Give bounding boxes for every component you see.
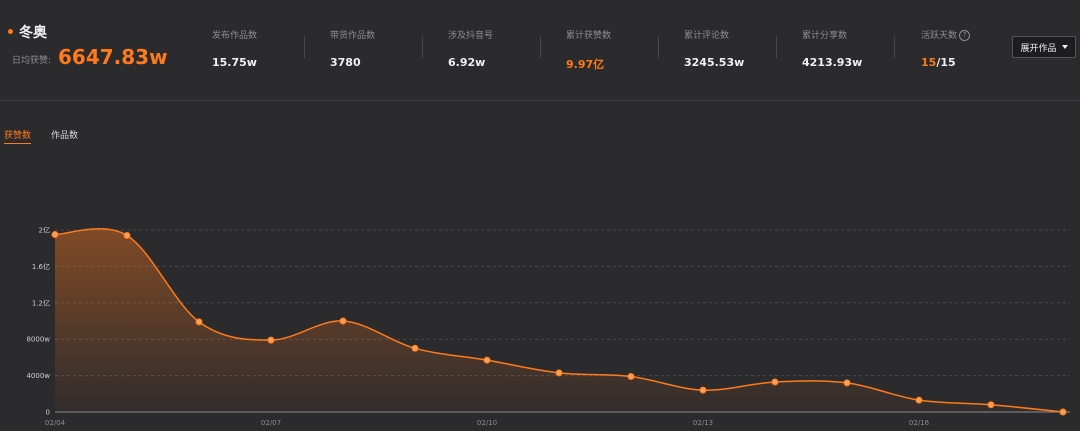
active-days-count: 15 xyxy=(921,56,937,69)
stat-sales-works: 带货作品数 3780 xyxy=(330,28,375,69)
stat-total-likes: 累计获赞数 9.97亿 xyxy=(566,28,611,72)
data-point[interactable] xyxy=(555,369,563,377)
stat-label: 累计分享数 xyxy=(802,31,848,41)
help-icon[interactable]: ? xyxy=(959,30,971,41)
active-days-label: 活跃天数 xyxy=(921,31,958,41)
y-tick-label: 0 xyxy=(46,409,50,417)
x-tick-label: 02/10 xyxy=(477,419,497,427)
stat-value: 15.75w xyxy=(212,56,257,69)
data-point[interactable] xyxy=(411,344,419,352)
data-point[interactable] xyxy=(915,396,923,404)
data-point[interactable] xyxy=(843,379,851,387)
y-tick-label: 2亿 xyxy=(39,226,50,235)
data-point[interactable] xyxy=(699,386,707,394)
stat-divider xyxy=(422,36,423,58)
data-point[interactable] xyxy=(987,401,995,409)
data-point[interactable] xyxy=(627,373,635,381)
metric-tabs: 获赞数 作品数 xyxy=(4,128,78,144)
x-tick-label: 02/16 xyxy=(909,419,930,427)
data-point[interactable] xyxy=(267,336,275,344)
data-point[interactable] xyxy=(123,231,131,239)
stat-label: 涉及抖音号 xyxy=(448,31,494,41)
stat-divider xyxy=(304,36,305,58)
y-tick-label: 1.6亿 xyxy=(32,262,50,271)
active-days-total: /15 xyxy=(936,56,956,69)
stat-value: 9.97亿 xyxy=(566,58,605,71)
data-point[interactable] xyxy=(771,378,779,386)
x-axis: 02/04 02/07 02/10 02/13 02/16 xyxy=(45,419,930,427)
topic-title-text: 冬奥 xyxy=(18,25,47,41)
stat-total-comments: 累计评论数 3245.53w xyxy=(684,28,744,69)
y-tick-label: 1.2亿 xyxy=(32,298,50,307)
data-point[interactable] xyxy=(51,231,59,239)
stat-value: 6.92w xyxy=(448,56,486,69)
stat-label: 活跃天数? xyxy=(921,28,971,41)
stat-published: 发布作品数 15.75w xyxy=(212,28,257,69)
header: • 冬奥 日均获赞: 6647.83w 发布作品数 15.75w 带货作品数 37… xyxy=(0,0,1080,100)
daily-likes-value: 6647.83w xyxy=(58,45,168,69)
header-divider xyxy=(0,100,1080,101)
stat-divider xyxy=(776,36,777,58)
x-tick-label: 02/07 xyxy=(261,419,281,427)
stat-value: 15/15 xyxy=(921,56,970,69)
expand-works-button[interactable]: 展开作品 xyxy=(1012,36,1076,58)
stat-divider xyxy=(658,36,659,58)
series-points xyxy=(51,231,1067,416)
daily-likes-label: 日均获赞: xyxy=(12,56,52,66)
expand-works-label: 展开作品 xyxy=(1020,43,1057,54)
stat-value: 3780 xyxy=(330,56,361,69)
stat-value: 4213.93w xyxy=(802,56,863,69)
x-tick-label: 02/04 xyxy=(45,419,66,427)
data-point[interactable] xyxy=(339,317,347,325)
stat-label: 累计评论数 xyxy=(684,31,730,41)
y-tick-label: 4000w xyxy=(26,372,50,380)
bullet-icon: • xyxy=(6,25,15,41)
x-tick-label: 02/13 xyxy=(693,419,713,427)
tab-likes[interactable]: 获赞数 xyxy=(4,128,32,144)
stat-divider xyxy=(894,36,895,58)
stat-label: 带货作品数 xyxy=(330,31,376,41)
data-point[interactable] xyxy=(195,318,203,326)
y-axis: 0 4000w 8000w 1.2亿 1.6亿 2亿 xyxy=(26,226,50,417)
topic-title: • 冬奥 xyxy=(6,22,47,42)
stat-value: 3245.53w xyxy=(684,56,745,69)
tab-works[interactable]: 作品数 xyxy=(51,131,79,141)
data-point[interactable] xyxy=(483,356,491,364)
series-area xyxy=(55,228,1063,412)
stat-total-shares: 累计分享数 4213.93w xyxy=(802,28,862,69)
stat-label: 发布作品数 xyxy=(212,31,258,41)
data-point[interactable] xyxy=(1059,408,1067,416)
stat-accounts: 涉及抖音号 6.92w xyxy=(448,28,493,69)
stat-label: 累计获赞数 xyxy=(566,31,612,41)
y-tick-label: 8000w xyxy=(26,336,50,344)
stat-active-days: 活跃天数? 15/15 xyxy=(921,28,971,69)
caret-down-icon xyxy=(1061,45,1068,49)
stat-divider xyxy=(540,36,541,58)
